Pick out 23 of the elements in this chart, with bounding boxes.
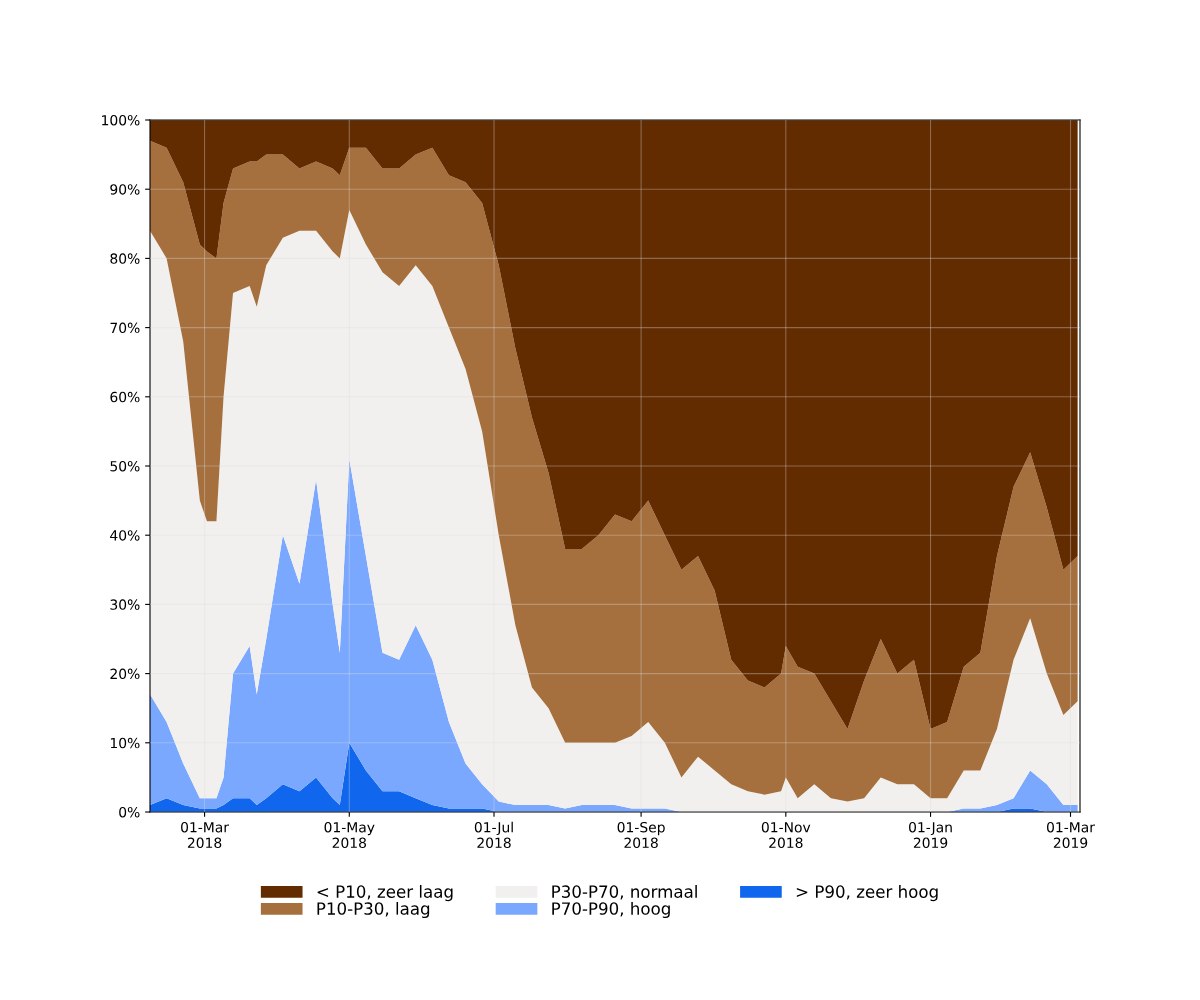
x-tick-label: 01-Mar 2018 xyxy=(181,821,230,849)
legend-label: P30-P70, normaal xyxy=(552,885,697,900)
y-tick-label: 30% xyxy=(110,599,140,610)
y-tick-label: 100% xyxy=(102,114,140,126)
legend-label: < P10, zeer laag xyxy=(317,885,453,902)
x-tick-label: 01-Mar 2019 xyxy=(1046,821,1095,849)
y-tick-label: 60% xyxy=(110,391,140,403)
x-tick-label: 01-Sep 2018 xyxy=(617,821,665,849)
y-tick-label: 10% xyxy=(110,737,140,749)
x-tick-label: 01-Jan 2019 xyxy=(909,821,952,849)
y-tick-label: 0% xyxy=(119,806,140,818)
y-tick-label: 50% xyxy=(110,460,140,472)
y-tick-label: 40% xyxy=(110,530,140,541)
legend-label: > P90, zeer hoog xyxy=(796,885,938,902)
y-tick-label: 90% xyxy=(110,184,140,195)
y-tick-label: 70% xyxy=(110,322,140,334)
y-tick-label: 80% xyxy=(110,253,140,264)
x-tick-label: 01-May 2018 xyxy=(324,821,375,849)
y-tick-label: 20% xyxy=(110,668,140,680)
legend-label: P70-P90, hoog xyxy=(552,901,670,919)
x-tick-label: 01-Nov 2018 xyxy=(761,821,811,849)
legend-label: P10-P30, laag xyxy=(317,901,430,919)
x-tick-label: 01-Jul 2018 xyxy=(474,821,513,849)
